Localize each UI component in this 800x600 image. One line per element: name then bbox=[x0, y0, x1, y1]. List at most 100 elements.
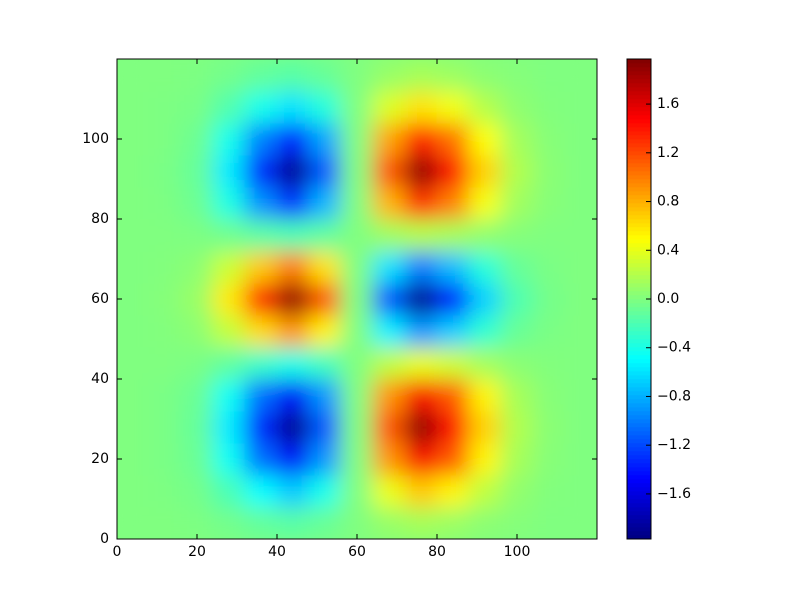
heatmap-cell bbox=[372, 346, 406, 380]
colorbar-segment bbox=[627, 62, 651, 68]
colorbar-segment bbox=[627, 310, 651, 316]
colorbar-segment bbox=[627, 78, 651, 84]
heatmap-cell bbox=[532, 218, 566, 252]
heatmap-cell bbox=[564, 90, 597, 124]
heatmap-cell bbox=[148, 186, 182, 220]
heatmap-cell bbox=[148, 506, 182, 539]
colorbar-segment bbox=[627, 318, 651, 324]
heatmap-cell bbox=[180, 218, 214, 252]
heatmap-cell bbox=[117, 186, 150, 220]
colorbar-segment bbox=[627, 274, 651, 280]
heatmap-cell bbox=[500, 314, 534, 348]
colorbar-segment bbox=[627, 326, 651, 332]
heatmap-cell bbox=[372, 250, 406, 284]
heatmap-cell bbox=[468, 346, 502, 380]
heatmap-cell bbox=[532, 250, 566, 284]
colorbar-segment bbox=[627, 214, 651, 220]
heatmap-cell bbox=[404, 90, 438, 124]
colorbar-segment bbox=[627, 502, 651, 508]
colorbar-segment bbox=[627, 270, 651, 276]
heatmap-cell bbox=[564, 506, 597, 539]
heatmap-cell bbox=[148, 90, 182, 124]
heatmap-cell bbox=[117, 122, 150, 156]
colorbar-segment bbox=[627, 418, 651, 424]
heatmap-cell bbox=[244, 122, 278, 156]
y-tick-label: 100 bbox=[82, 131, 109, 147]
colorbar-segment bbox=[627, 482, 651, 488]
colorbar-segment bbox=[627, 194, 651, 200]
heatmap-cell bbox=[148, 250, 182, 284]
heatmap-cells bbox=[117, 59, 597, 539]
heatmap-cell bbox=[468, 282, 502, 316]
heatmap-cell bbox=[532, 186, 566, 220]
colorbar-tick-label: −1.6 bbox=[657, 486, 691, 502]
colorbar-segment bbox=[627, 154, 651, 160]
colorbar-segment bbox=[627, 330, 651, 336]
heatmap-cell bbox=[276, 90, 310, 124]
heatmap-cell bbox=[500, 282, 534, 316]
heatmap-cell bbox=[180, 314, 214, 348]
heatmap-cell bbox=[148, 314, 182, 348]
colorbar-segment bbox=[627, 150, 651, 156]
heatmap-cell bbox=[244, 442, 278, 476]
heatmap-cell bbox=[340, 474, 374, 508]
heatmap-area bbox=[117, 59, 597, 539]
heatmap-cell bbox=[244, 346, 278, 380]
heatmap-cell bbox=[564, 282, 597, 316]
heatmap-cell bbox=[148, 122, 182, 156]
colorbar-segment bbox=[627, 210, 651, 216]
heatmap-cell bbox=[532, 506, 566, 539]
colorbar-segment bbox=[627, 170, 651, 176]
heatmap-cell bbox=[308, 346, 342, 380]
colorbar-segment bbox=[627, 82, 651, 88]
colorbar-segment bbox=[627, 370, 651, 376]
heatmap-cell bbox=[340, 59, 374, 92]
heatmap-cell bbox=[180, 474, 214, 508]
colorbar-segment bbox=[627, 294, 651, 300]
colorbar-segment bbox=[627, 222, 651, 228]
heatmap-cell bbox=[468, 250, 502, 284]
heatmap-cell bbox=[500, 410, 534, 444]
heatmap-cell bbox=[308, 59, 342, 92]
colorbar-segment bbox=[627, 130, 651, 136]
colorbar-segment bbox=[627, 322, 651, 328]
colorbar-segment bbox=[627, 526, 651, 532]
heatmap-cell bbox=[404, 346, 438, 380]
heatmap-cell bbox=[308, 410, 342, 444]
heatmap-cell bbox=[436, 506, 470, 539]
x-tick-label: 60 bbox=[348, 544, 366, 560]
colorbar-segment bbox=[627, 414, 651, 420]
heatmap-cell bbox=[308, 90, 342, 124]
heatmap-cell bbox=[436, 122, 470, 156]
heatmap-cell bbox=[564, 154, 597, 188]
heatmap-cell bbox=[212, 59, 246, 92]
heatmap-cell bbox=[532, 314, 566, 348]
colorbar-segment bbox=[627, 278, 651, 284]
heatmap-cell bbox=[308, 474, 342, 508]
heatmap-cell bbox=[244, 378, 278, 412]
colorbar-segment bbox=[627, 242, 651, 248]
colorbar-tick-label: 0.8 bbox=[657, 194, 679, 210]
heatmap-cell bbox=[500, 122, 534, 156]
colorbar-segment bbox=[627, 166, 651, 172]
heatmap-cell bbox=[180, 250, 214, 284]
heatmap-cell bbox=[372, 90, 406, 124]
heatmap-cell bbox=[436, 90, 470, 124]
colorbar-segment bbox=[627, 486, 651, 492]
heatmap-cell bbox=[276, 186, 310, 220]
colorbar-segment bbox=[627, 406, 651, 412]
heatmap-cell bbox=[532, 90, 566, 124]
colorbar-segment bbox=[627, 102, 651, 108]
heatmap-cell bbox=[180, 90, 214, 124]
heatmap-cell bbox=[180, 506, 214, 539]
colorbar-segment bbox=[627, 378, 651, 384]
heatmap-cell bbox=[404, 314, 438, 348]
heatmap-cell bbox=[276, 250, 310, 284]
heatmap-cell bbox=[500, 90, 534, 124]
colorbar-segment bbox=[627, 382, 651, 388]
heatmap-cell bbox=[372, 474, 406, 508]
heatmap-cell bbox=[244, 506, 278, 539]
heatmap-cell bbox=[117, 154, 150, 188]
heatmap-cell bbox=[117, 378, 150, 412]
heatmap-cell bbox=[244, 59, 278, 92]
